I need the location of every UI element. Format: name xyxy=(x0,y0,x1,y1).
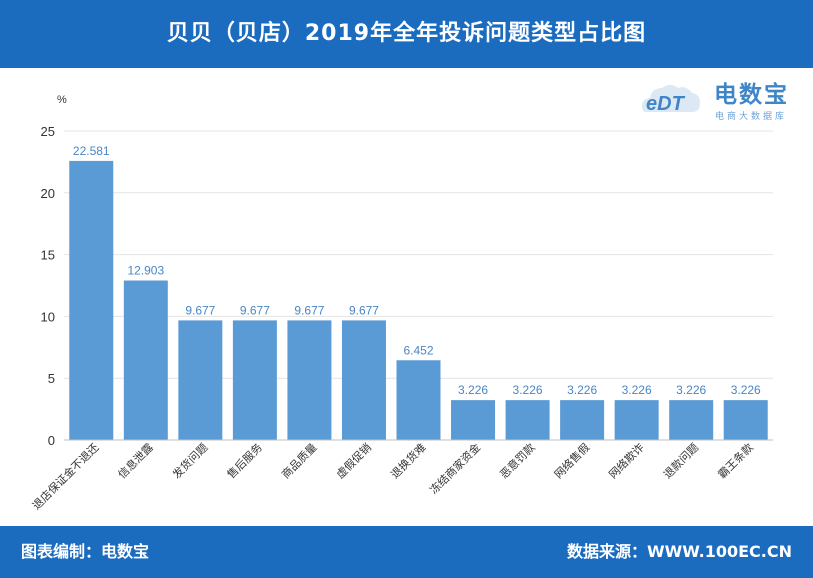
title-banner: 贝贝（贝店）2019年全年投诉问题类型占比图 xyxy=(0,0,813,68)
value-label: 9.677 xyxy=(294,303,324,317)
x-tick-label: 退款问题 xyxy=(660,440,701,481)
x-tick-label: 冻结商家资金 xyxy=(427,440,484,497)
y-tick-label: 15 xyxy=(41,248,55,263)
brand-logo: eDT 电数宝 电商大数据库 xyxy=(640,72,810,130)
bar xyxy=(287,320,332,440)
gridlines xyxy=(64,130,773,379)
logo-brand-text: 电数宝 xyxy=(714,81,789,108)
cloud-icon xyxy=(642,85,700,112)
y-tick-label: 0 xyxy=(48,433,55,448)
bar xyxy=(123,280,168,440)
data-source: 数据来源：WWW.100EC.CN xyxy=(566,542,792,561)
y-axis: 0 5 10 15 20 25 xyxy=(41,124,55,448)
value-label: 3.226 xyxy=(731,383,761,397)
x-tick-label: 虚假促销 xyxy=(333,440,374,481)
x-tick-label: 售后服务 xyxy=(224,440,265,481)
logo-graphic: eDT 电数宝 电商大数据库 xyxy=(642,81,789,122)
bar-chart: 0 5 10 15 20 25 % 22.581 12.903 9.677 9.677 9.677… xyxy=(29,94,773,512)
y-tick-label: 20 xyxy=(41,186,55,201)
bar xyxy=(69,160,114,440)
value-label: 3.226 xyxy=(458,383,488,397)
bar xyxy=(232,320,277,440)
y-axis-unit-label: % xyxy=(57,94,67,106)
chart-author: 图表编制：电数宝 xyxy=(21,542,150,561)
x-tick-label: 网络欺诈 xyxy=(606,440,647,481)
value-label: 9.677 xyxy=(349,303,379,317)
x-tick-label: 商品质量 xyxy=(279,440,320,481)
bar xyxy=(669,400,714,440)
footer-bar: 图表编制：电数宝 数据来源：WWW.100EC.CN xyxy=(0,526,813,578)
x-tick-label: 发货问题 xyxy=(169,440,210,481)
value-label: 9.677 xyxy=(240,303,270,317)
x-tick-label: 网络售假 xyxy=(551,440,592,481)
bar xyxy=(505,400,550,440)
value-label: 22.581 xyxy=(73,144,110,158)
bar xyxy=(451,400,496,440)
value-label: 9.677 xyxy=(185,303,215,317)
x-tick-label: 退店保证金不退还 xyxy=(29,440,101,512)
logo-tagline: 电商大数据库 xyxy=(715,110,787,122)
bar xyxy=(178,320,223,440)
chart-title: 贝贝（贝店）2019年全年投诉问题类型占比图 xyxy=(166,21,647,46)
y-tick-label: 10 xyxy=(41,309,55,324)
value-label: 3.226 xyxy=(513,383,543,397)
bar xyxy=(560,400,605,440)
bar xyxy=(723,400,768,440)
x-tick-label: 信息泄露 xyxy=(115,440,156,481)
logo-mark: eDT xyxy=(646,93,686,115)
value-label: 3.226 xyxy=(567,383,597,397)
value-label: 3.226 xyxy=(676,383,706,397)
value-label: 12.903 xyxy=(127,264,164,278)
x-tick-label: 霸王条款 xyxy=(715,440,756,481)
y-tick-label: 25 xyxy=(41,124,55,139)
x-tick-label: 退换货难 xyxy=(388,440,429,481)
y-tick-label: 5 xyxy=(48,371,55,386)
value-label: 3.226 xyxy=(622,383,652,397)
value-labels: 22.581 12.903 9.677 9.677 9.677 9.677 6.452 3.2… xyxy=(73,144,761,397)
bar xyxy=(396,360,441,440)
x-tick-label: 恶意罚款 xyxy=(497,440,538,481)
bar xyxy=(341,320,386,440)
bar xyxy=(614,400,659,440)
value-label: 6.452 xyxy=(403,343,433,357)
bar-series xyxy=(69,160,768,440)
